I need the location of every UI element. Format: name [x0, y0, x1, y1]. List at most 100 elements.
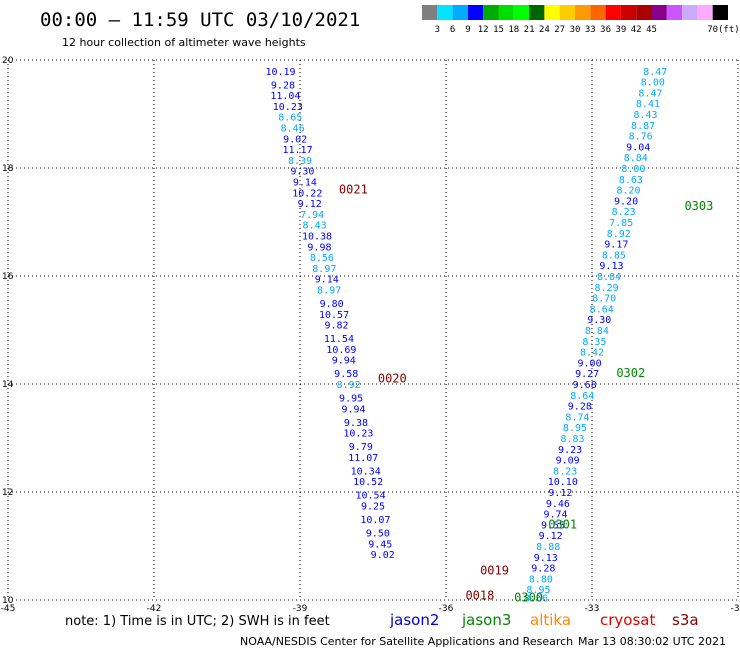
wave-height-label: 8.35 — [582, 337, 606, 348]
wave-height-label: 8.29 — [595, 283, 619, 294]
pass-number-label: 0019 — [480, 563, 509, 577]
colorbar-swatch — [483, 5, 499, 20]
wave-height-label: 10.19 — [265, 67, 295, 78]
y-tick-label: 10 — [2, 596, 14, 606]
colorbar-tick-label: 27 — [554, 25, 565, 35]
data-points: 10.199.2811.0410.238.658.469.0211.178.39… — [265, 67, 667, 604]
colorbar-swatch — [682, 5, 698, 20]
wave-height-label: 9.94 — [341, 404, 365, 415]
colorbar-swatch — [620, 5, 637, 20]
x-tick-label: -42 — [147, 604, 162, 614]
colorbar-tick-label: 12 — [478, 25, 489, 35]
x-tick-label: -39 — [293, 604, 308, 614]
wave-height-label: 9.74 — [543, 510, 567, 521]
wave-height-label: 8.97 — [317, 286, 341, 297]
pass-number-label: 0303 — [684, 199, 713, 213]
pass-number-label: 0300 — [514, 590, 543, 604]
footer-timestamp: Mar 13 08:30:02 UTC 2021 — [578, 635, 726, 648]
wave-height-label: 9.00 — [578, 358, 602, 369]
wave-height-label: 9.14 — [293, 178, 317, 189]
colorbar-tick-label: 45 — [646, 25, 657, 35]
wave-height-label: 10.34 — [351, 466, 381, 477]
wave-height-label: 9.82 — [324, 321, 348, 332]
wave-height-label: 9.09 — [556, 456, 580, 467]
colorbar-tick-label: 30 — [570, 25, 581, 35]
legend-satellite-altika: altika — [530, 611, 571, 629]
grid — [7, 59, 739, 601]
wave-height-label: 9.14 — [315, 275, 339, 286]
wave-height-label: 8.23 — [553, 466, 577, 477]
wave-height-label: 8.65 — [278, 113, 302, 124]
wave-height-label: 9.28 — [568, 402, 592, 413]
wave-height-label: 9.02 — [283, 134, 307, 145]
wave-height-label: 9.95 — [339, 394, 363, 405]
colorbar-tick-label: 18 — [508, 25, 519, 35]
wave-height-label: 8.43 — [303, 221, 327, 232]
wave-height-label: 10.23 — [273, 102, 303, 113]
wave-height-label: 9.02 — [371, 550, 395, 561]
legend-satellite-s3a: s3a — [672, 611, 699, 629]
wave-height-label: 8.83 — [560, 434, 584, 445]
pass-number-label: 0302 — [616, 366, 645, 380]
wave-height-label: 8.84 — [624, 153, 648, 164]
wave-height-label: 9.46 — [546, 499, 570, 510]
colorbar-swatch — [437, 5, 453, 20]
wave-height-label: 8.84 — [597, 272, 621, 283]
colorbar-swatch — [590, 5, 606, 20]
wave-height-label: 9.50 — [366, 529, 390, 540]
colorbar-tick-label: 70 — [707, 25, 718, 35]
y-tick-label: 20 — [2, 56, 14, 66]
wave-height-label: 9.38 — [344, 418, 368, 429]
wave-height-label: 8.84 — [585, 326, 609, 337]
wave-height-label: 9.80 — [320, 299, 344, 310]
wave-height-label: 8.88 — [536, 542, 560, 553]
x-tick-label: -33 — [585, 604, 600, 614]
wave-height-label: 11.17 — [283, 145, 313, 156]
colorbar-swatch — [575, 5, 591, 20]
colorbar-tick-label: 24 — [539, 25, 550, 35]
pass-number-label: 0021 — [339, 183, 368, 197]
wave-height-label: 8.80 — [529, 574, 553, 585]
colorbar-tick-label: 42 — [631, 25, 642, 35]
wave-height-label: 8.95 — [563, 423, 587, 434]
legend-satellite-jason2: jason2 — [389, 611, 439, 629]
colorbar-swatch — [605, 5, 621, 20]
wave-height-label: 11.54 — [324, 334, 354, 345]
wave-height-label: 9.17 — [604, 240, 628, 251]
colorbar-swatch — [636, 5, 652, 20]
wave-height-label: 8.66 — [524, 593, 548, 604]
colorbar-swatch — [452, 5, 468, 20]
wave-height-label: 7.85 — [609, 218, 633, 229]
wave-height-label: 9.30 — [587, 315, 611, 326]
wave-height-label: 11.07 — [348, 453, 378, 464]
colorbar-tick-label: 36 — [600, 25, 611, 35]
colorbar-swatch — [513, 5, 530, 20]
wave-height-label: 9.12 — [548, 488, 572, 499]
wave-height-label: 9.12 — [539, 531, 563, 542]
colorbar-swatch — [544, 5, 560, 20]
pass-number-label: 0301 — [548, 517, 577, 531]
wave-height-label: 8.47 — [643, 67, 667, 78]
colorbar-tick-label: 9 — [465, 25, 470, 35]
wave-height-label: 8.74 — [565, 412, 589, 423]
wave-height-label: 8.92 — [337, 380, 361, 391]
pass-number-label: 0018 — [465, 589, 494, 603]
wave-height-label: 8.70 — [592, 294, 616, 305]
wave-height-label: 9.04 — [626, 142, 650, 153]
colorbar-unit: (ft) — [718, 25, 740, 35]
wave-height-label: 8.46 — [281, 124, 305, 135]
wave-height-label: 8.97 — [312, 264, 336, 275]
colorbar-tick-label: 39 — [615, 25, 626, 35]
colorbar-legend: 3 6 9 12 15 18 21 24 27 30 33 36 39 42 45 70 (ft) — [422, 5, 740, 35]
wave-height-label: 10.22 — [292, 188, 322, 199]
wave-height-label: 9.55 — [541, 520, 565, 531]
wave-height-label: 10.69 — [326, 345, 356, 356]
wave-height-label: 9.30 — [290, 167, 314, 178]
chart-title: 00:00 – 11:59 UTC 03/10/2021 — [40, 9, 360, 31]
wave-height-label: 10.10 — [548, 477, 578, 488]
colorbar-swatch — [467, 5, 484, 20]
wave-height-label: 8.76 — [629, 132, 653, 143]
wave-height-label: 9.28 — [531, 564, 555, 575]
colorbar-swatch — [422, 5, 438, 20]
